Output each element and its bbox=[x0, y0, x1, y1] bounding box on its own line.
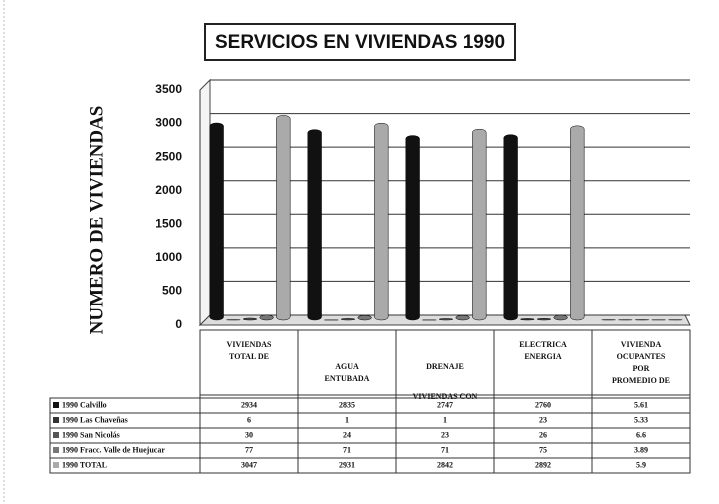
table-value: 1 bbox=[443, 415, 447, 424]
chart-title: SERVICIOS EN VIVIENDAS 1990 bbox=[215, 32, 505, 53]
table-value: 2842 bbox=[437, 460, 453, 469]
y-tick-label: 3000 bbox=[155, 116, 182, 130]
x-tick-label: ENERGIA bbox=[524, 352, 562, 361]
table-value: 6.6 bbox=[636, 430, 646, 439]
table-value: 2747 bbox=[437, 400, 453, 409]
x-tick-label: DRENAJE bbox=[426, 362, 464, 371]
x-tick-label: OCUPANTES bbox=[617, 352, 666, 361]
back-wall bbox=[199, 78, 211, 327]
table-value: 30 bbox=[245, 430, 253, 439]
table-row bbox=[49, 457, 691, 474]
bar bbox=[340, 318, 356, 321]
x-tick-label: AGUA bbox=[335, 362, 359, 371]
x-tick-label: VIVIENDA bbox=[621, 340, 662, 349]
y-tick-label: 0 bbox=[175, 317, 182, 331]
legend-key bbox=[53, 402, 59, 408]
x-tick-label: POR bbox=[633, 364, 650, 373]
bar bbox=[570, 125, 585, 321]
legend-label: 1990 Calvillo bbox=[62, 400, 107, 409]
bar bbox=[374, 122, 389, 321]
bar bbox=[520, 318, 535, 321]
table-value: 77 bbox=[245, 445, 253, 454]
y-tick-label: 2500 bbox=[155, 149, 182, 163]
x-tick-label: TOTAL DE bbox=[229, 352, 269, 361]
x-tick-label: ELECTRICA bbox=[519, 340, 567, 349]
legend-label: 1990 San Nicolás bbox=[62, 430, 120, 439]
table-value: 5.61 bbox=[634, 400, 648, 409]
title-box bbox=[204, 23, 516, 61]
table-value: 3047 bbox=[241, 460, 257, 469]
bar bbox=[405, 135, 420, 321]
legend-label: 1990 Fracc. Valle de Huejucar bbox=[62, 445, 165, 454]
bar bbox=[455, 314, 470, 321]
bar bbox=[503, 134, 518, 321]
table-value: 71 bbox=[441, 445, 449, 454]
table-value: 3.89 bbox=[634, 445, 648, 454]
table-row bbox=[49, 427, 691, 444]
bar bbox=[472, 128, 487, 321]
bar bbox=[357, 314, 372, 321]
bar bbox=[307, 129, 322, 321]
table-value: 2835 bbox=[339, 400, 355, 409]
x-tick-label: VIVIENDAS bbox=[227, 340, 272, 349]
legend-label: 1990 TOTAL bbox=[62, 460, 107, 469]
table-row bbox=[49, 412, 691, 429]
legend-label: 1990 Las Chaveñas bbox=[62, 415, 128, 424]
table-value: 2760 bbox=[535, 400, 551, 409]
table-value: 71 bbox=[343, 445, 351, 454]
table-row bbox=[49, 397, 691, 414]
y-tick-label: 1500 bbox=[155, 216, 182, 230]
bar bbox=[438, 318, 454, 321]
table-value: 6 bbox=[247, 415, 251, 424]
legend-key bbox=[53, 462, 59, 468]
table-value: 26 bbox=[539, 430, 547, 439]
bar bbox=[209, 122, 224, 321]
y-tick-label: 1000 bbox=[155, 250, 182, 264]
bar bbox=[536, 318, 552, 321]
table-value: 2934 bbox=[241, 400, 257, 409]
table-value: 75 bbox=[539, 445, 547, 454]
table-value: 23 bbox=[441, 430, 449, 439]
table-value: 2892 bbox=[535, 460, 551, 469]
bar bbox=[276, 115, 291, 321]
table-value: 23 bbox=[539, 415, 547, 424]
table-value: 2931 bbox=[339, 460, 355, 469]
bar bbox=[259, 314, 274, 321]
table-value: 5.9 bbox=[636, 460, 646, 469]
legend-key bbox=[53, 417, 59, 423]
legend-key bbox=[53, 432, 59, 438]
y-tick-label: 3500 bbox=[155, 82, 182, 96]
x-tick-label: ENTUBADA bbox=[325, 374, 370, 383]
y-tick-label: 2000 bbox=[155, 183, 182, 197]
x-tick-label: PROMEDIO DE bbox=[612, 376, 670, 385]
legend-key bbox=[53, 447, 59, 453]
group-label: VIVIENDAS CON bbox=[413, 392, 478, 401]
table-value: 24 bbox=[343, 430, 351, 439]
y-axis-label: NUMERO DE VIVIENDAS bbox=[86, 106, 107, 335]
bar bbox=[553, 314, 568, 321]
bar bbox=[242, 317, 258, 321]
table-value: 1 bbox=[345, 415, 349, 424]
table-value: 5.33 bbox=[634, 415, 648, 424]
y-tick-label: 500 bbox=[162, 284, 182, 298]
